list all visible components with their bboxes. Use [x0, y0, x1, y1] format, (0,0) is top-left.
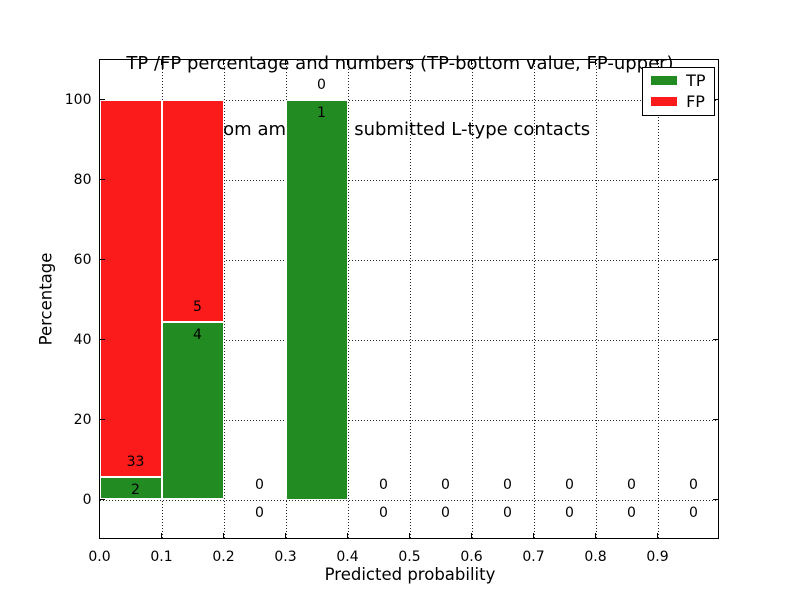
- tp-count-label: 4: [193, 326, 202, 343]
- plot-area: TP FP 0 20 40 60 80 100 0.0 0.1 0.2 0.3 0.4 0.5 0.6 0.…: [65, 58, 720, 565]
- y-tick-left: [99, 339, 105, 340]
- y-tick-left: [99, 179, 105, 180]
- x-tick-label: 0.9: [646, 548, 669, 565]
- y-tick-right: [712, 499, 718, 500]
- y-tick-right: [712, 99, 718, 100]
- x-tick-label: 0.5: [398, 548, 421, 565]
- legend-swatch-tp: [651, 75, 678, 85]
- fp-count-label: 0: [317, 76, 326, 93]
- x-tick-label: 0.6: [460, 548, 483, 565]
- x-tick-top: [161, 59, 162, 65]
- fp-count-label: 0: [565, 476, 574, 493]
- tp-count-label: 0: [627, 504, 636, 521]
- fp-count-label: 0: [503, 476, 512, 493]
- x-tick-bottom: [471, 532, 472, 538]
- legend-swatch-fp: [651, 96, 678, 106]
- fp-count-label: 5: [193, 298, 202, 315]
- y-tick-label: 20: [73, 411, 92, 428]
- tp-count-label: 1: [317, 104, 326, 121]
- fp-bar-segment: [161, 99, 224, 322]
- y-tick-right: [712, 419, 718, 420]
- x-tick-label: 0.1: [150, 548, 173, 565]
- legend-label-fp: FP: [686, 91, 705, 111]
- y-tick-left: [99, 99, 105, 100]
- x-tick-bottom: [99, 532, 100, 538]
- x-tick-label: 0.7: [522, 548, 545, 565]
- x-tick-top: [409, 59, 410, 65]
- vertical-gridline: [657, 59, 659, 540]
- x-tick-bottom: [533, 532, 534, 538]
- x-tick-label: 0.4: [336, 548, 359, 565]
- tp-count-label: 0: [565, 504, 574, 521]
- legend-label-tp: TP: [686, 70, 706, 90]
- tp-count-label: 0: [255, 504, 264, 521]
- tp-count-label: 0: [503, 504, 512, 521]
- fp-bar-segment: [99, 99, 162, 477]
- y-tick-right: [712, 179, 718, 180]
- vertical-gridline: [595, 59, 597, 540]
- x-axis-label: Predicted probability: [324, 565, 496, 584]
- tp-count-label: 0: [379, 504, 388, 521]
- fp-count-label: 33: [126, 453, 145, 470]
- x-tick-bottom: [595, 532, 596, 538]
- y-tick-label: 80: [73, 171, 92, 188]
- x-tick-top: [595, 59, 596, 65]
- vertical-gridline: [347, 59, 349, 540]
- vertical-gridline: [409, 59, 411, 540]
- x-tick-top: [533, 59, 534, 65]
- vertical-gridline: [533, 59, 535, 540]
- x-tick-top: [223, 59, 224, 65]
- tp-bar-segment: [161, 321, 224, 500]
- fp-count-label: 0: [627, 476, 636, 493]
- legend: TP FP: [642, 66, 715, 116]
- x-tick-top: [99, 59, 100, 65]
- fp-count-label: 0: [255, 476, 264, 493]
- tp-bar-segment: [99, 476, 162, 500]
- vertical-gridline: [223, 59, 225, 540]
- fp-count-label: 0: [379, 476, 388, 493]
- x-tick-top: [471, 59, 472, 65]
- x-tick-bottom: [347, 532, 348, 538]
- x-tick-bottom: [161, 532, 162, 538]
- tp-bar-segment: [285, 99, 348, 500]
- y-tick-label: 0: [82, 491, 92, 508]
- x-tick-bottom: [409, 532, 410, 538]
- y-tick-right: [712, 259, 718, 260]
- x-tick-label: 0.8: [584, 548, 607, 565]
- tp-count-label: 2: [131, 481, 140, 498]
- y-tick-right: [712, 339, 718, 340]
- fp-count-label: 0: [689, 476, 698, 493]
- y-tick-left: [99, 419, 105, 420]
- y-tick-label: 40: [73, 331, 92, 348]
- x-tick-label: 0.2: [212, 548, 235, 565]
- legend-row-tp: TP: [651, 70, 706, 90]
- y-tick-left: [99, 499, 105, 500]
- tp-count-label: 0: [689, 504, 698, 521]
- x-tick-top: [285, 59, 286, 65]
- x-tick-top: [657, 59, 658, 65]
- y-tick-label: 100: [64, 91, 92, 108]
- x-tick-top: [347, 59, 348, 65]
- x-tick-bottom: [285, 532, 286, 538]
- fp-count-label: 0: [441, 476, 450, 493]
- x-tick-label: 0.0: [88, 548, 111, 565]
- x-tick-bottom: [223, 532, 224, 538]
- x-tick-label: 0.3: [274, 548, 297, 565]
- vertical-gridline: [471, 59, 473, 540]
- legend-row-fp: FP: [651, 91, 705, 111]
- y-tick-left: [99, 259, 105, 260]
- y-tick-label: 60: [73, 251, 92, 268]
- x-tick-bottom: [657, 532, 658, 538]
- tp-count-label: 0: [441, 504, 450, 521]
